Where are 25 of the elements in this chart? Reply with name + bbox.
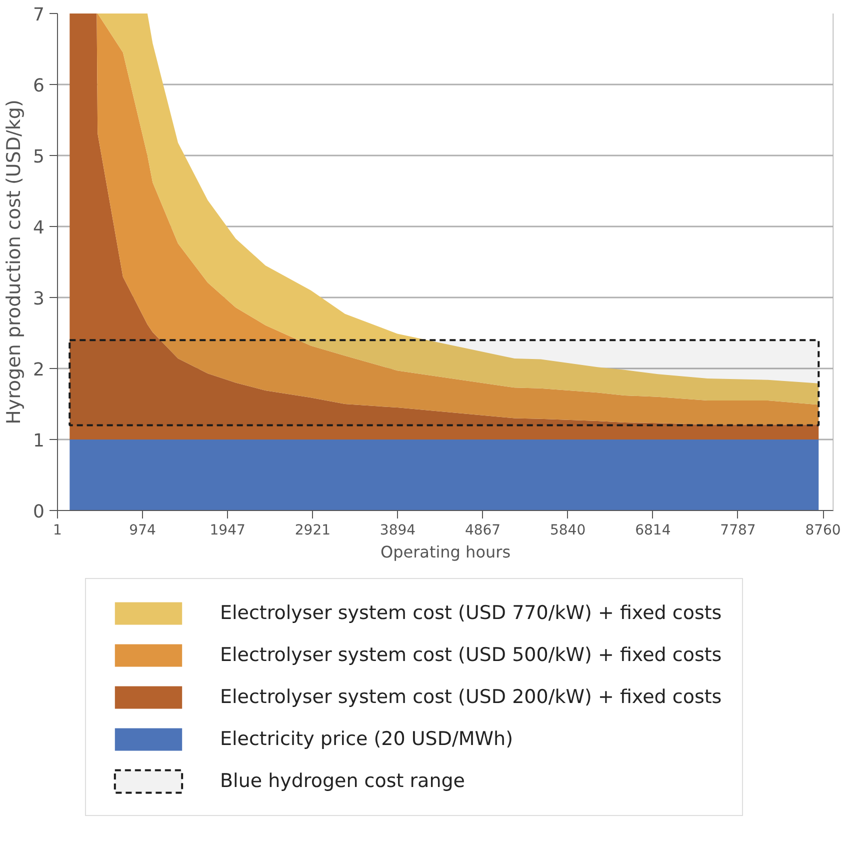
y-axis-title: Hyrogen production cost (USD/kg) bbox=[3, 100, 26, 424]
y-tick-label: 2 bbox=[33, 360, 44, 380]
x-tick-label: 1 bbox=[53, 522, 62, 538]
x-tick-label: 4867 bbox=[464, 522, 501, 538]
x-tick-label: 3894 bbox=[380, 522, 416, 538]
x-tick-label: 2921 bbox=[294, 522, 331, 538]
x-tick-label: 5840 bbox=[550, 522, 586, 538]
y-tick-label: 6 bbox=[33, 76, 44, 96]
x-tick-label: 1947 bbox=[210, 522, 246, 538]
y-tick-label: 7 bbox=[33, 4, 44, 26]
y-tick-label: 3 bbox=[33, 288, 44, 310]
x-tick-label: 7787 bbox=[720, 522, 756, 538]
legend-label: Electrolyser system cost (USD 200/kW) + fixed costs bbox=[220, 686, 722, 708]
legend-label: Blue hydrogen cost range bbox=[220, 770, 465, 792]
x-tick-label: 974 bbox=[129, 522, 156, 538]
y-tick-label: 0 bbox=[33, 502, 44, 522]
x-tick-label: 6814 bbox=[635, 522, 671, 538]
x-axis-title: Operating hours bbox=[380, 542, 511, 562]
legend-label: Electrolyser system cost (USD 770/kW) + fixed costs bbox=[220, 602, 722, 624]
y-tick-label: 5 bbox=[33, 146, 44, 168]
legend-label: Electricity price (20 USD/MWh) bbox=[220, 728, 514, 750]
x-tick-label: 8760 bbox=[805, 522, 841, 538]
legend-label: Electrolyser system cost (USD 500/kW) + fixed costs bbox=[220, 644, 722, 666]
y-tick-label: 4 bbox=[33, 218, 44, 238]
y-tick-label: 1 bbox=[33, 430, 44, 452]
